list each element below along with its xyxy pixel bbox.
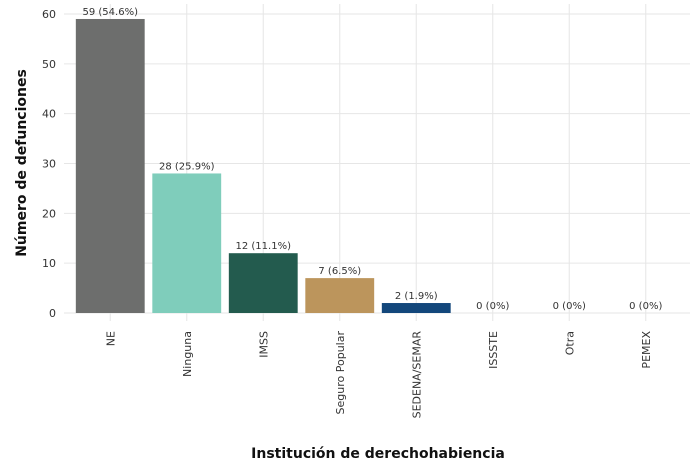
x-tick-label: SEDENA/SEMAR — [410, 331, 423, 419]
x-tick-label: Otra — [563, 331, 576, 355]
data-label: 28 (25.9%) — [159, 161, 215, 172]
bar — [75, 18, 145, 313]
x-tick-label: Seguro Popular — [334, 331, 347, 415]
y-tick-label: 30 — [42, 158, 56, 171]
y-tick-label: 50 — [42, 58, 56, 71]
data-label: 0 (0%) — [629, 301, 662, 312]
bar — [381, 303, 451, 313]
y-tick-label: 20 — [42, 207, 56, 220]
x-axis-title: Institución de derechohabiencia — [251, 446, 505, 462]
x-tick-label: Ninguna — [181, 331, 194, 377]
x-tick-label: NE — [104, 331, 117, 346]
data-label: 0 (0%) — [553, 301, 586, 312]
data-label: 0 (0%) — [476, 301, 509, 312]
data-label: 2 (1.9%) — [395, 291, 438, 302]
bar — [305, 278, 375, 313]
data-label: 59 (54.6%) — [83, 7, 139, 18]
data-label: 7 (6.5%) — [318, 266, 361, 277]
y-tick-label: 10 — [42, 257, 56, 270]
y-tick-label: 40 — [42, 108, 56, 121]
x-tick-label: PEMEX — [640, 331, 653, 369]
y-tick-label: 60 — [42, 8, 56, 21]
x-tick-label: ISSSTE — [487, 331, 500, 369]
bar — [152, 173, 222, 313]
x-tick-label: IMSS — [257, 331, 270, 358]
bar — [228, 253, 298, 313]
y-tick-label: 0 — [49, 307, 56, 320]
y-axis-title: Número de defunciones — [14, 69, 30, 257]
data-label: 12 (11.1%) — [236, 241, 292, 252]
